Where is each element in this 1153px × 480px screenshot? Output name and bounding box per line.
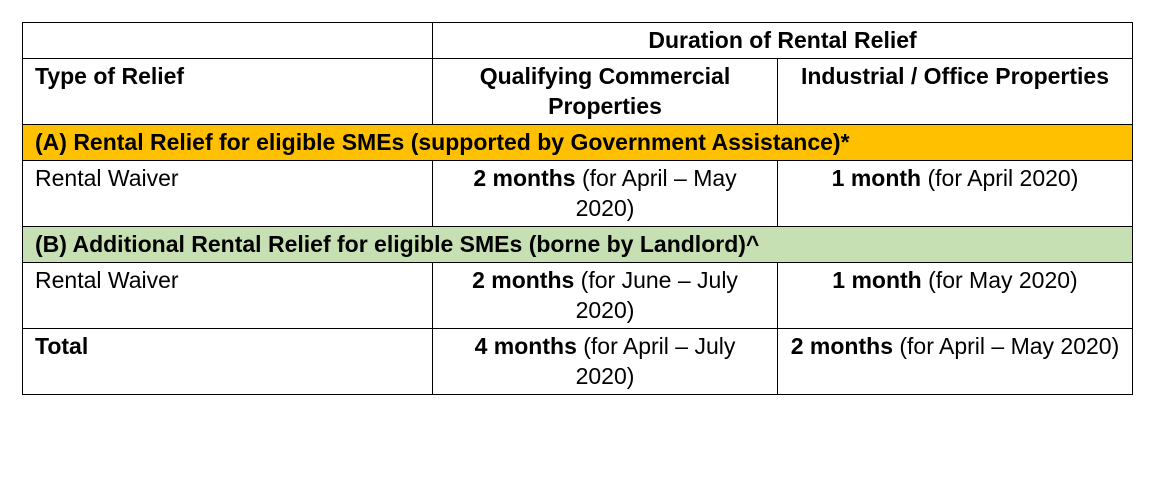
section-b-commercial-cell: 2 months (for June – July 2020) <box>432 262 778 329</box>
section-b-waiver-row: Rental Waiver 2 months (for June – July … <box>22 262 1134 329</box>
section-b-type: Rental Waiver <box>22 262 433 329</box>
header-row-group: Duration of Rental Relief <box>22 22 1134 59</box>
section-b-commercial-duration: 2 months <box>472 267 575 293</box>
section-a-commercial-duration: 2 months <box>473 165 576 191</box>
section-a-commercial-period: (for April – May 2020) <box>575 165 737 221</box>
section-b-commercial-period: (for June – July 2020) <box>574 267 738 323</box>
total-label: Total <box>22 328 433 395</box>
section-a-commercial-cell: 2 months (for April – May 2020) <box>432 160 778 227</box>
duration-group-header: Duration of Rental Relief <box>431 22 1134 59</box>
section-b-industrial-cell: 1 month (for May 2020) <box>776 262 1134 329</box>
type-of-relief-header: Type of Relief <box>22 58 433 125</box>
header-row-columns: Type of Relief Qualifying Commercial Pro… <box>22 58 1134 125</box>
section-b-industrial-duration: 1 month <box>832 267 922 293</box>
section-a-row: (A) Rental Relief for eligible SMEs (sup… <box>21 124 1134 161</box>
commercial-properties-header: Qualifying Commercial Properties <box>432 58 778 125</box>
section-b-row: (B) Additional Rental Relief for eligibl… <box>21 226 1134 263</box>
section-a-industrial-cell: 1 month (for April 2020) <box>776 160 1134 227</box>
total-commercial-cell: 4 months (for April – July 2020) <box>432 328 778 395</box>
total-industrial-period: (for April – May 2020) <box>892 333 1120 359</box>
section-a-label: (A) Rental Relief for eligible SMEs (sup… <box>21 124 1134 161</box>
section-b-label: (B) Additional Rental Relief for eligibl… <box>21 226 1134 263</box>
total-row: Total 4 months (for April – July 2020) 2… <box>22 328 1134 395</box>
section-a-industrial-duration: 1 month <box>831 165 922 191</box>
rental-relief-table: Duration of Rental Relief Type of Relief… <box>21 22 1134 395</box>
header-empty-cell <box>22 22 433 59</box>
section-a-industrial-period: (for April 2020) <box>921 165 1079 191</box>
industrial-office-header: Industrial / Office Properties <box>776 58 1134 125</box>
total-industrial-cell: 2 months (for April – May 2020) <box>776 328 1134 395</box>
total-industrial-duration: 2 months <box>790 333 893 359</box>
total-commercial-period: (for April – July 2020) <box>575 333 736 389</box>
total-commercial-duration: 4 months <box>474 333 577 359</box>
section-a-waiver-row: Rental Waiver 2 months (for April – May … <box>22 160 1134 227</box>
section-b-industrial-period: (for May 2020) <box>921 267 1078 293</box>
section-a-type: Rental Waiver <box>22 160 433 227</box>
